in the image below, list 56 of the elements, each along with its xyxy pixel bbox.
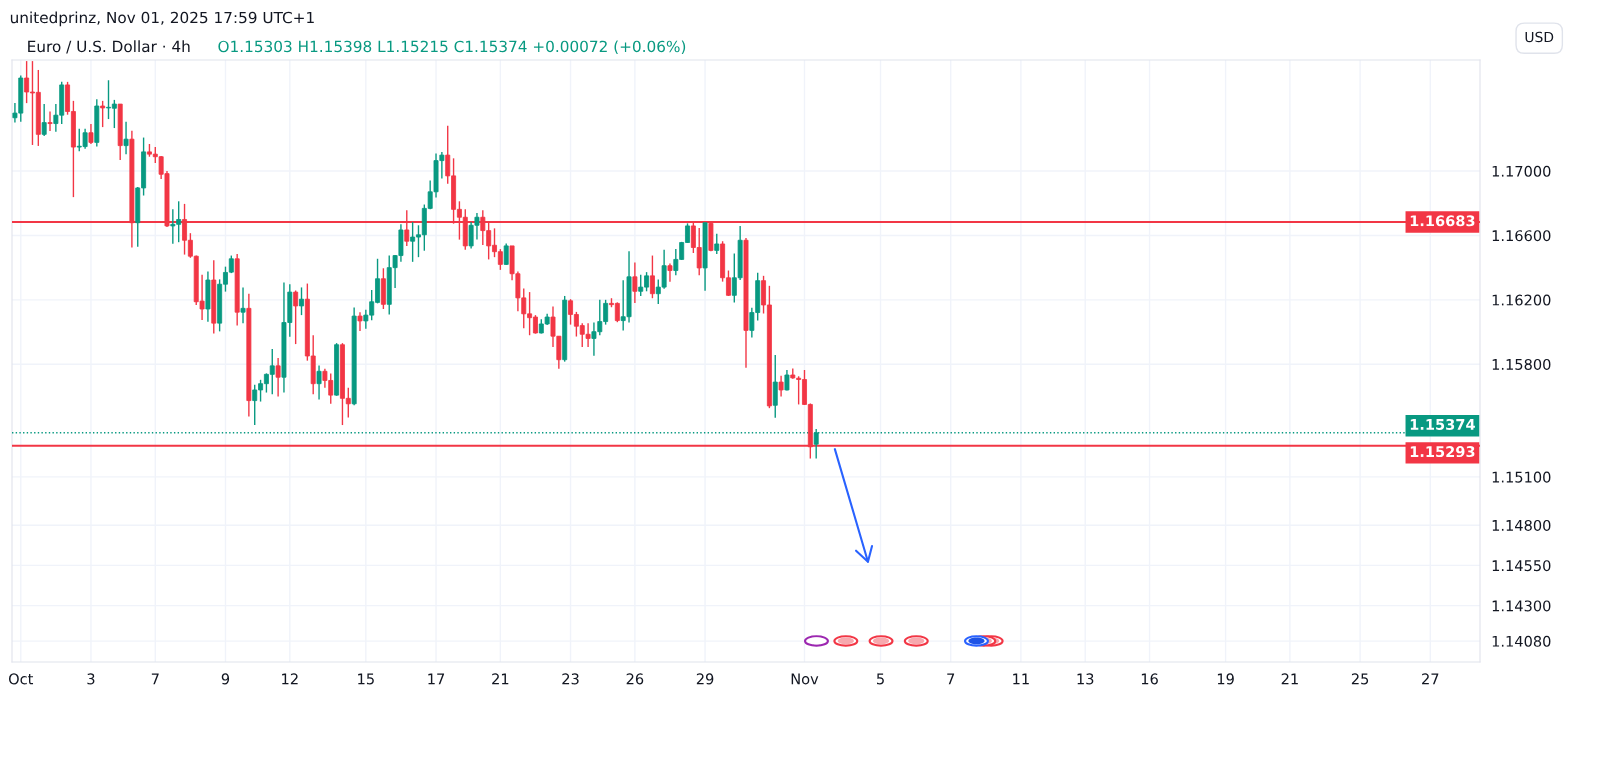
x-tick-label: 25 — [1351, 673, 1369, 685]
candlestick — [357, 311, 363, 332]
x-tick-label: 29 — [696, 673, 714, 685]
candlestick — [772, 354, 778, 419]
x-tick-label: 21 — [492, 673, 509, 685]
x-tick-label: 3 — [87, 673, 95, 685]
x-tick-label: 26 — [626, 673, 644, 685]
text: USD — [1525, 31, 1554, 43]
candlestick — [240, 286, 246, 324]
y-tick-label: 1.15800 — [1492, 358, 1551, 370]
y-tick-label: 1.16600 — [1492, 230, 1551, 242]
x-tick-label: 7 — [947, 673, 955, 685]
x-tick-label: 16 — [1141, 673, 1158, 685]
x-tick-label: 11 — [1013, 673, 1029, 685]
candlestick — [813, 428, 819, 460]
ref-line-label: 1.16683 — [1410, 215, 1475, 227]
x-tick-label: 13 — [1077, 673, 1094, 685]
chart-subtitle: O1.15303 H1.15398 L1.15215 C1.15374 +0.00072 (+0.06%) — [218, 40, 686, 54]
candlestick — [784, 369, 790, 392]
x-tick-label: 15 — [358, 673, 374, 685]
x-tick-label: Oct — [8, 673, 34, 685]
y-tick-label: 1.14080 — [1492, 635, 1551, 647]
y-tick-label: 1.15100 — [1492, 471, 1551, 483]
candlestick — [649, 254, 655, 299]
x-tick-label: 9 — [221, 673, 230, 685]
x-tick-label: 23 — [562, 673, 579, 685]
candlestick — [316, 364, 322, 401]
y-tick-label: 1.14300 — [1492, 600, 1551, 612]
ref-line-label: 1.15374 — [1410, 418, 1475, 430]
candlestick — [123, 120, 129, 155]
candlestick — [41, 103, 47, 137]
x-tick-label: Nov — [791, 673, 819, 685]
x-tick-label: 5 — [877, 673, 884, 685]
x-tick-label: 12 — [282, 673, 298, 685]
x-tick-label: 7 — [151, 673, 159, 685]
candlestick — [293, 289, 299, 345]
y-tick-label: 1.14550 — [1492, 560, 1551, 572]
candlestick — [299, 286, 304, 316]
ref-line-label: 1.15293 — [1410, 446, 1475, 458]
candlestick — [667, 262, 673, 283]
candlestick — [778, 374, 784, 398]
candlestick — [47, 110, 53, 132]
text: unitedprinz, Nov 01, 2025 17:59 UTC+1 — [10, 11, 314, 27]
y-tick-label: 1.17000 — [1492, 165, 1551, 177]
candlestick — [100, 100, 106, 128]
x-tick-label: 27 — [1422, 673, 1439, 685]
y-tick-label: 1.14800 — [1492, 519, 1551, 531]
chart-title: Euro / U.S. Dollar · 4h — [28, 40, 190, 54]
candlestick — [275, 357, 281, 398]
x-tick-label: 19 — [1217, 673, 1234, 685]
x-tick-label: 21 — [1281, 673, 1298, 685]
x-tick-label: 17 — [428, 673, 445, 685]
y-tick-label: 1.16200 — [1492, 294, 1551, 306]
candlestick — [714, 233, 720, 255]
candlestick — [632, 261, 638, 304]
candlestick — [88, 123, 94, 145]
